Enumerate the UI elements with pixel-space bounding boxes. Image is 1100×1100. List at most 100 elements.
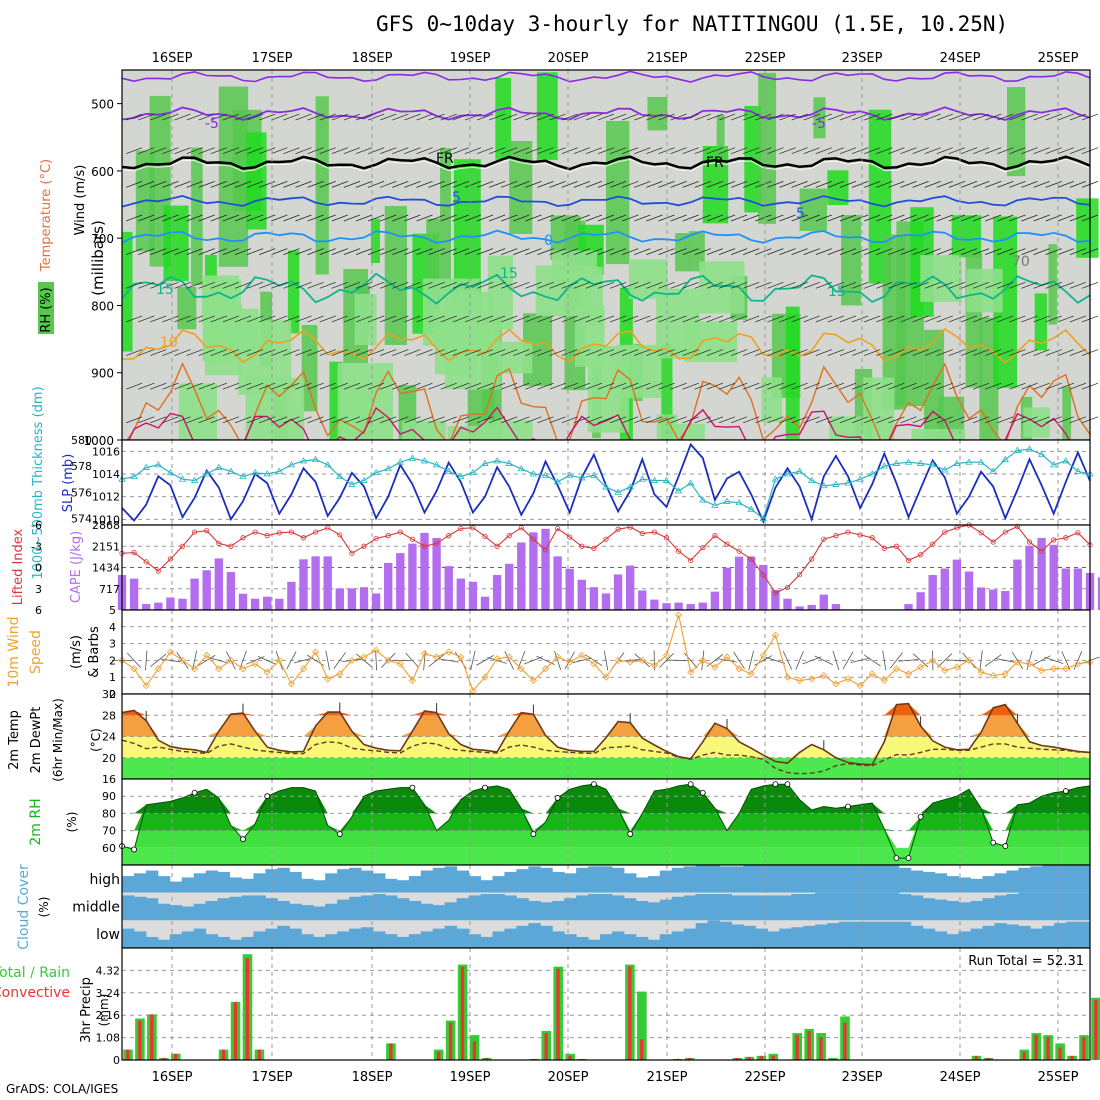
wind-barb	[404, 382, 421, 390]
wind-barb	[476, 382, 494, 390]
thickness-point	[1001, 455, 1010, 463]
wind-barb	[997, 147, 1014, 155]
wind-barb	[404, 349, 421, 356]
lifted-index-point	[240, 535, 246, 541]
cloud-bar	[480, 936, 493, 948]
wind-barb	[561, 214, 578, 222]
lifted-index-point	[978, 530, 984, 536]
wind-barb	[1032, 655, 1051, 666]
rh-band	[499, 341, 533, 374]
wind-barb	[428, 382, 445, 390]
cloud-bar	[635, 900, 649, 921]
cape-bar	[468, 581, 478, 610]
wind-barb	[682, 113, 699, 121]
y-tick-label: 60	[102, 842, 116, 855]
wind-barb	[912, 416, 929, 424]
thickness-point	[360, 476, 368, 483]
cape-bar	[589, 587, 599, 610]
wind-speed-point	[1038, 666, 1046, 675]
wind-barb	[174, 416, 191, 424]
wind-speed-point	[154, 665, 162, 673]
wind-barb	[476, 416, 494, 424]
wind-barb	[537, 382, 554, 390]
rh2m-point	[772, 781, 779, 788]
lifted-index-point	[554, 525, 561, 532]
wind-barb	[864, 214, 881, 222]
wind-barb	[307, 382, 324, 390]
cloud-bar	[671, 867, 685, 893]
lifted-index-point	[712, 533, 718, 539]
wind-speed-point	[796, 676, 804, 685]
wind-speed-point	[566, 658, 574, 666]
wind-barb	[1069, 113, 1087, 121]
cloud-bar	[528, 923, 541, 948]
wind-barb	[948, 349, 966, 356]
cloud-bar	[564, 873, 577, 893]
wind-barb	[210, 382, 227, 390]
wind-barb	[150, 315, 167, 323]
slp-axis-label: SLP (mb)	[61, 454, 76, 513]
x-tick-label-top: 24SEP	[940, 51, 981, 66]
cloud-bar	[862, 865, 876, 893]
wind-barb	[634, 147, 651, 155]
wind-barb	[234, 248, 252, 255]
wind-barb	[653, 650, 656, 671]
wind-barb	[271, 181, 288, 188]
cloud-bar	[444, 925, 458, 948]
wind-barb	[984, 654, 1002, 667]
wind-barb	[767, 113, 784, 121]
wind-barb	[549, 248, 566, 255]
thickness-point	[469, 468, 477, 476]
rh2m-point	[1062, 788, 1069, 794]
cloud-bar	[1078, 865, 1091, 893]
cape-bar	[674, 602, 683, 610]
wind-barb	[198, 382, 215, 390]
wind-speed-point	[1013, 658, 1021, 666]
cloud-bar	[1078, 892, 1091, 921]
wind-barb	[839, 281, 857, 289]
wind-barb	[646, 416, 663, 424]
wind-barb	[694, 113, 711, 121]
wind-barb	[186, 416, 203, 424]
wind-barb	[246, 382, 264, 390]
wind-barb	[585, 214, 603, 222]
wind-barb	[380, 382, 397, 390]
cloud-bar	[420, 903, 434, 921]
wind-barb	[210, 315, 227, 323]
wind-barb	[803, 382, 820, 390]
wind-barb	[718, 382, 736, 390]
wind-barb	[743, 281, 760, 289]
cape-bar	[492, 575, 502, 610]
lifted-index-point	[760, 571, 766, 578]
wind-barb	[1069, 147, 1087, 155]
cloud-bar	[803, 925, 816, 948]
cloud-bar	[850, 921, 864, 948]
wind-speed-point	[360, 653, 368, 661]
wind-barb	[487, 657, 507, 664]
cloud-bar	[1042, 892, 1055, 921]
cape-bar	[226, 572, 236, 610]
wind-barb	[440, 181, 457, 188]
wind-barb	[900, 349, 917, 356]
wind-barb	[670, 181, 687, 188]
wind-barb	[355, 181, 373, 188]
lifted-index-point	[615, 526, 621, 532]
wind-barb	[706, 349, 724, 356]
y-tick-label: 70	[102, 825, 116, 838]
wind-barb	[924, 181, 941, 188]
thickness-point	[517, 464, 526, 472]
wind-barb	[355, 248, 373, 255]
cloud-bar	[767, 931, 780, 948]
lifted-index-point	[458, 525, 464, 532]
precip-convective-bar	[735, 1057, 740, 1060]
cloud-bar	[372, 894, 386, 921]
temp-contour-10	[121, 229, 1091, 244]
wind-barb	[603, 650, 609, 671]
wind-barb	[246, 181, 264, 188]
cloud-bar	[731, 924, 744, 948]
wind-barb	[525, 147, 542, 155]
wind-speed-point	[953, 663, 961, 671]
precip-convective-bar	[150, 1014, 154, 1060]
cloud-bar	[169, 905, 183, 921]
cape-bar	[299, 559, 308, 610]
